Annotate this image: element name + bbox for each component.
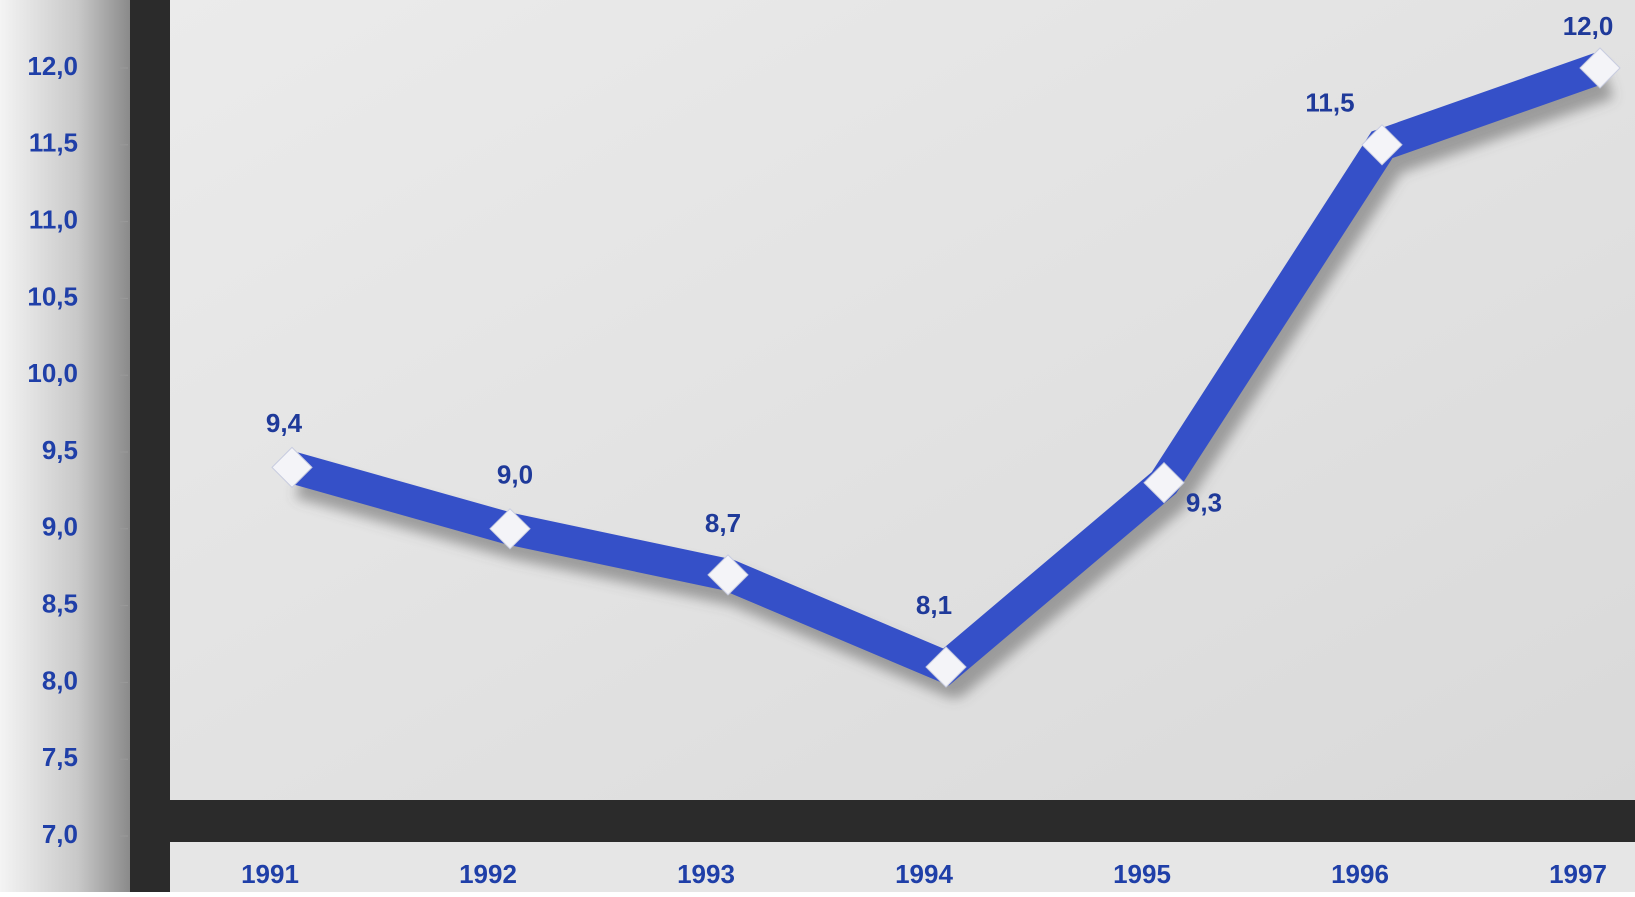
data-label: 8,1 <box>916 590 952 620</box>
x-tick-label: 1993 <box>677 859 735 889</box>
marker <box>1143 462 1185 504</box>
marker <box>489 508 531 550</box>
data-label: 9,3 <box>1186 488 1222 518</box>
x-tick-label: 1996 <box>1331 859 1389 889</box>
x-tick-label: 1995 <box>1113 859 1171 889</box>
x-tick-label: 1991 <box>241 859 299 889</box>
x-axis-band <box>170 842 1635 892</box>
data-label: 12,0 <box>1563 11 1614 41</box>
y-tick-label: 8,5 <box>42 588 78 618</box>
y-tick-label: 8,0 <box>42 665 78 695</box>
y-tick-label: 11,0 <box>29 204 78 234</box>
y-tick-label: 10,0 <box>27 358 78 388</box>
marker <box>707 554 749 596</box>
frame-bottom <box>170 800 1635 842</box>
marker <box>271 446 313 489</box>
x-tick-label: 1997 <box>1549 859 1607 889</box>
marker <box>925 646 967 688</box>
frame-left <box>130 0 170 892</box>
data-label: 9,0 <box>497 460 533 490</box>
y-tick-label: 10,5 <box>27 281 78 311</box>
y-tick-label: 12,0 <box>27 51 78 81</box>
y-tick-label: 7,0 <box>42 819 78 849</box>
y-tick-label: 7,5 <box>42 742 78 772</box>
data-label: 9,4 <box>266 408 303 438</box>
marker <box>1579 47 1621 89</box>
data-label: 8,7 <box>705 508 741 538</box>
axis-panel <box>0 0 130 892</box>
y-tick-label: 9,0 <box>42 512 78 542</box>
y-tick-label: 11,5 <box>29 128 78 158</box>
marker <box>1361 124 1403 166</box>
y-tick-label: 9,5 <box>42 435 78 465</box>
x-tick-label: 1994 <box>895 859 953 889</box>
data-label: 11,5 <box>1305 88 1354 118</box>
x-tick-label: 1992 <box>459 859 517 889</box>
